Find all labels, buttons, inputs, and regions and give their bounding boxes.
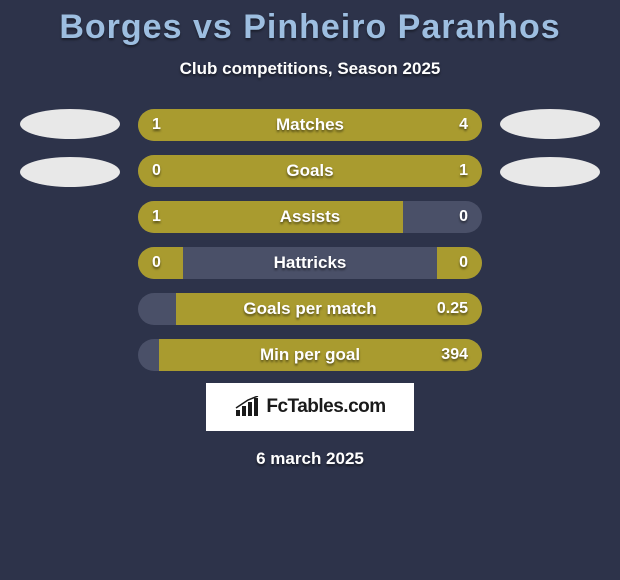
brand-text: FcTables.com — [266, 396, 385, 418]
stat-bar-left — [138, 201, 403, 233]
stat-label: Goals — [286, 161, 333, 181]
comparison-date: 6 march 2025 — [0, 449, 620, 469]
stat-bar-left — [138, 155, 207, 187]
chart-icon — [234, 396, 260, 418]
right-avatar-column — [500, 109, 600, 187]
stat-value-right: 1 — [459, 162, 468, 180]
stats-area: 1 4 Matches 0 1 Goals 1 0 Assists 0 0 Hattricks 0.25… — [0, 109, 620, 371]
stat-label: Min per goal — [260, 345, 360, 365]
stat-label: Assists — [280, 207, 340, 227]
stat-row: 0 1 Goals — [138, 155, 482, 187]
stat-row: 0 0 Hattricks — [138, 247, 482, 279]
stat-value-right: 394 — [441, 346, 468, 364]
stat-value-left: 0 — [152, 254, 161, 272]
stat-row: 1 4 Matches — [138, 109, 482, 141]
stat-bar-left — [138, 109, 207, 141]
player-avatar-right-2 — [500, 157, 600, 187]
stat-row: 0.25 Goals per match — [138, 293, 482, 325]
stat-value-right: 0.25 — [437, 300, 468, 318]
comparison-title: Borges vs Pinheiro Paranhos — [0, 8, 620, 47]
player-avatar-left-1 — [20, 109, 120, 139]
stat-label: Goals per match — [243, 299, 376, 319]
stat-bar-right — [207, 155, 482, 187]
comparison-subtitle: Club competitions, Season 2025 — [0, 59, 620, 79]
stat-value-right: 4 — [459, 116, 468, 134]
stat-value-right: 0 — [459, 254, 468, 272]
stat-value-left: 1 — [152, 116, 161, 134]
stat-row: 1 0 Assists — [138, 201, 482, 233]
stat-bars: 1 4 Matches 0 1 Goals 1 0 Assists 0 0 Hattricks 0.25… — [138, 109, 482, 371]
stat-value-left: 1 — [152, 208, 161, 226]
player-avatar-left-2 — [20, 157, 120, 187]
stat-bar-right — [207, 109, 482, 141]
stat-value-right: 0 — [459, 208, 468, 226]
stat-label: Hattricks — [274, 253, 347, 273]
stat-row: 394 Min per goal — [138, 339, 482, 371]
stat-value-left: 0 — [152, 162, 161, 180]
branding-badge: FcTables.com — [206, 383, 414, 431]
stat-label: Matches — [276, 115, 344, 135]
left-avatar-column — [20, 109, 120, 187]
player-avatar-right-1 — [500, 109, 600, 139]
